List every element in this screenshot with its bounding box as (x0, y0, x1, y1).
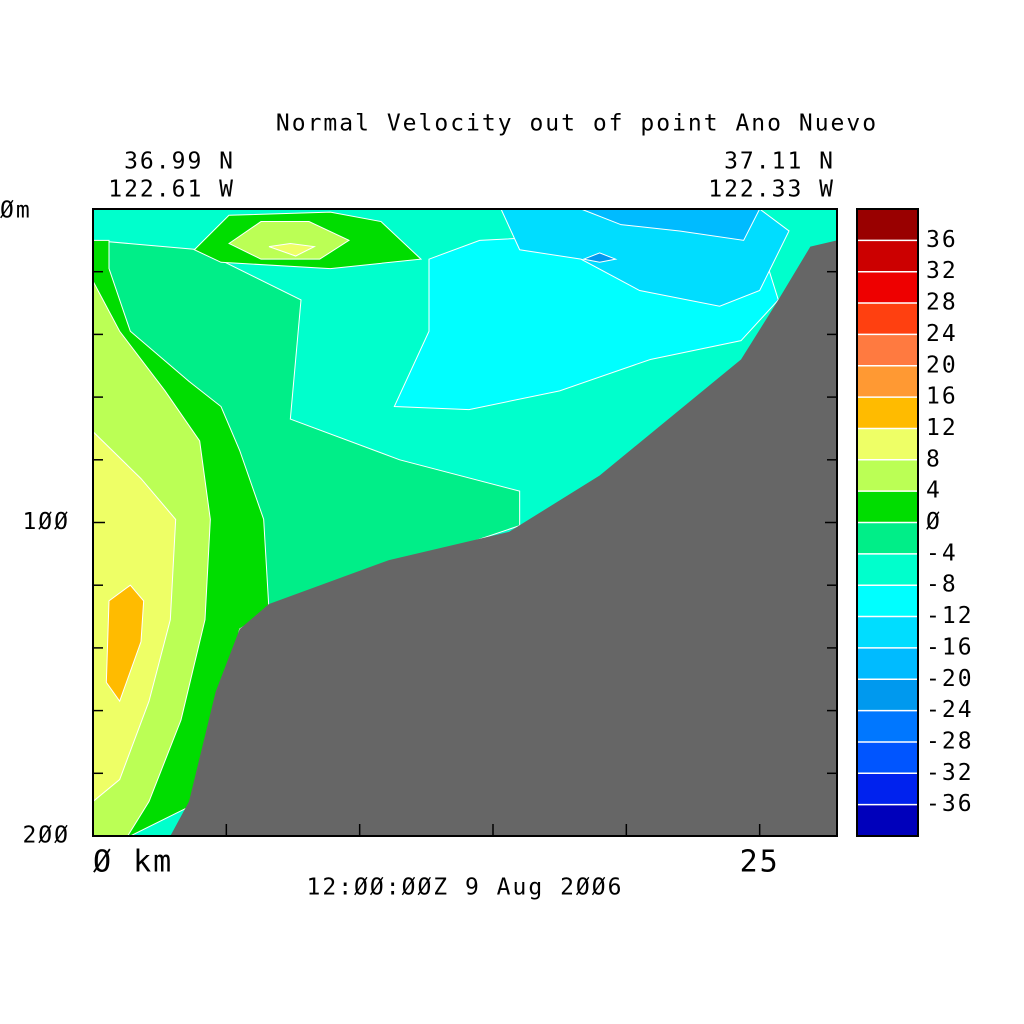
colorbar-label: -32 (926, 760, 974, 786)
corner-label: 122.33 W (708, 177, 835, 203)
colorbar-swatch (857, 522, 918, 554)
y-tick-label: 2ØØ (22, 823, 70, 849)
colorbar-label: 24 (926, 321, 958, 347)
chart-title: Normal Velocity out of point Ano Nuevo (276, 111, 878, 137)
contour-band (105, 584, 145, 703)
corner-label: 37.11 N (724, 149, 835, 175)
colorbar-label: -28 (926, 728, 974, 754)
x-tick-label: 25 (740, 845, 780, 880)
colorbar-frame (856, 208, 919, 837)
colorbar-swatch (857, 491, 918, 523)
colorbar-label: 32 (926, 258, 958, 284)
bottom-topography (170, 240, 838, 837)
x-tick-label: Ø km (93, 845, 173, 880)
time-label: 12:ØØ:ØØZ 9 Aug 2ØØ6 (307, 875, 624, 901)
corner-label: 36.99 N (124, 149, 235, 175)
colorbar-swatch (857, 585, 918, 617)
colorbar-label: -12 (926, 603, 974, 629)
colorbar-label: 12 (926, 415, 958, 441)
colorbar-swatch (857, 679, 918, 711)
colorbar-label: -20 (926, 666, 974, 692)
colorbar-label: -16 (926, 634, 974, 660)
colorbar-swatch (857, 741, 918, 774)
colorbar-swatch (857, 365, 918, 398)
colorbar-swatch (857, 647, 918, 680)
colorbar-label: -24 (926, 697, 974, 723)
colorbar-label: 36 (926, 227, 958, 253)
colorbar-swatch (857, 710, 918, 742)
colorbar-swatch (857, 303, 918, 335)
colorbar-swatch (857, 428, 918, 460)
colorbar-swatch (857, 773, 918, 805)
colorbar-swatch (857, 553, 918, 586)
corner-label: 122.61 W (108, 177, 235, 203)
colorbar-swatch (857, 271, 918, 304)
colorbar-label: -36 (926, 791, 974, 817)
y-tick-label: Øm (0, 198, 32, 224)
colorbar-label: Ø (926, 509, 942, 535)
y-tick-label: 1ØØ (22, 509, 70, 535)
contour-band (228, 221, 351, 260)
colorbar-label: -8 (926, 572, 958, 598)
colorbar-swatch (857, 616, 918, 648)
colorbar-swatch (857, 804, 918, 836)
colorbar-label: 20 (926, 352, 958, 378)
colorbar-swatch (857, 240, 918, 272)
colorbar-swatch (857, 209, 918, 241)
contour-band (268, 242, 317, 257)
colorbar-label: 28 (926, 290, 958, 316)
colorbar-swatch (857, 397, 918, 429)
colorbar-label: 8 (926, 446, 942, 472)
contour-band (581, 252, 618, 263)
colorbar-swatch (857, 459, 918, 492)
colorbar-swatch (857, 334, 918, 366)
colorbar-label: 4 (926, 478, 942, 504)
colorbar-label: 16 (926, 384, 958, 410)
colorbar-label: -4 (926, 540, 958, 566)
